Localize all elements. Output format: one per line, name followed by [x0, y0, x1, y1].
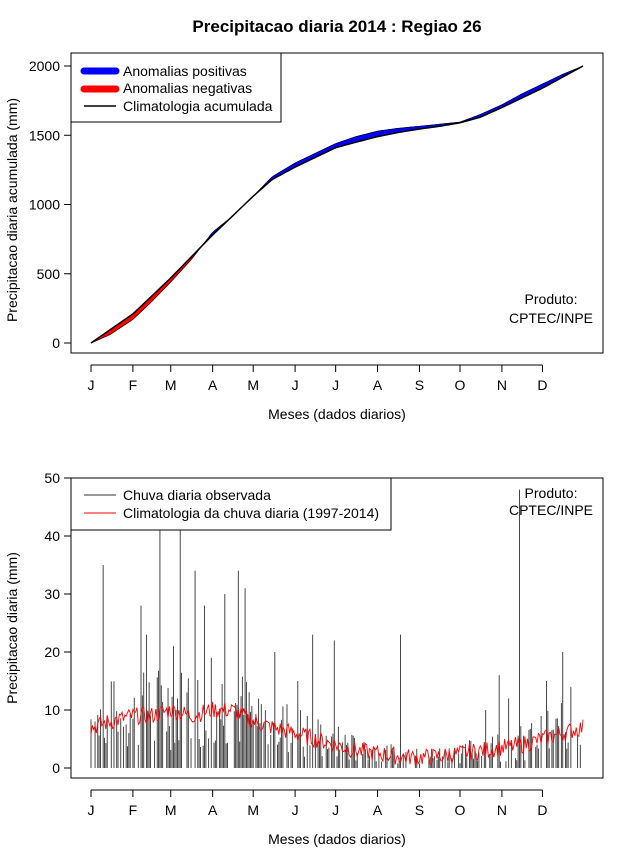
bottom-ylabel: Precipitacao diaria (mm): [4, 552, 20, 704]
top-x-tick-label: F: [129, 377, 138, 393]
top-y-axis: 0 500 1000 1500 2000: [29, 58, 72, 351]
bottom-y-tick-label: 10: [44, 702, 60, 718]
bottom-y-axis: 0 10 20 30 40 50: [44, 470, 72, 776]
top-x-tick-label: A: [373, 377, 383, 393]
bottom-marks: [90, 489, 584, 768]
climatology-daily-line: [90, 701, 584, 766]
top-xlabel: Meses (dados diarios): [268, 406, 406, 422]
bottom-legend: Chuva diaria observada Climatologia da c…: [70, 477, 392, 531]
top-credit-line1: Produto:: [525, 291, 578, 307]
bottom-x-tick-label: M: [247, 802, 259, 818]
legend-climatology-label: Climatologia acumulada: [123, 98, 273, 114]
chart-title: Precipitacao diaria 2014 : Regiao 26: [192, 17, 481, 36]
bottom-y-tick-label: 30: [44, 586, 60, 602]
top-x-tick-label: J: [332, 377, 339, 393]
bottom-x-tick-label: J: [332, 802, 339, 818]
top-y-tick-label: 500: [37, 266, 61, 282]
bottom-x-tick-label: A: [373, 802, 383, 818]
bottom-x-tick-label: F: [129, 802, 138, 818]
top-x-tick-label: M: [165, 377, 177, 393]
top-credit-line2: CPTEC/INPE: [509, 310, 593, 326]
bottom-x-tick-label: N: [497, 802, 507, 818]
top-x-tick-label: S: [415, 377, 424, 393]
top-x-tick-label: M: [247, 377, 259, 393]
climatology-cumulative-line: [90, 65, 584, 344]
top-x-tick-label: O: [455, 377, 466, 393]
bottom-legend-box: [70, 477, 392, 531]
top-x-tick-label: N: [497, 377, 507, 393]
top-x-tick-label: J: [88, 377, 95, 393]
top-legend: Anomalias positivas Anomalias negativas …: [70, 52, 282, 123]
observed-cumulative-line: [90, 65, 584, 344]
bottom-y-tick-label: 40: [44, 528, 60, 544]
top-panel: 0 500 1000 1500 2000 J F M A M J J A S O N D Meses (dad…: [4, 52, 604, 422]
bottom-credit-line2: CPTEC/INPE: [509, 502, 593, 518]
top-x-tick-label: D: [537, 377, 547, 393]
bottom-y-tick-label: 50: [44, 470, 60, 486]
legend-clim-daily-label: Climatologia da chuva diaria (1997-2014): [123, 505, 379, 521]
top-marks: [90, 65, 584, 344]
bottom-y-tick-label: 0: [52, 760, 60, 776]
top-y-tick-label: 2000: [29, 58, 60, 74]
bottom-x-tick-label: M: [165, 802, 177, 818]
bottom-x-tick-label: J: [88, 802, 95, 818]
bottom-y-tick-label: 20: [44, 644, 60, 660]
top-y-tick-label: 1500: [29, 127, 60, 143]
bottom-xlabel: Meses (dados diarios): [268, 831, 406, 847]
top-y-tick-label: 0: [52, 335, 60, 351]
bottom-x-tick-label: O: [455, 802, 466, 818]
bottom-x-tick-label: D: [537, 802, 547, 818]
top-y-tick-label: 1000: [29, 197, 60, 213]
legend-observed-label: Chuva diaria observada: [123, 487, 271, 503]
bottom-x-tick-label: S: [415, 802, 424, 818]
top-x-tick-label: J: [292, 377, 299, 393]
legend-negative-label: Anomalias negativas: [123, 80, 252, 96]
top-x-tick-label: A: [208, 377, 218, 393]
bottom-panel: 0 10 20 30 40 50 J F M A M J J A S O N D Meses (dados di…: [4, 470, 604, 847]
bottom-x-tick-label: J: [292, 802, 299, 818]
top-ylabel: Precipitacao diaria acumulada (mm): [4, 98, 20, 322]
bottom-x-tick-label: A: [208, 802, 218, 818]
legend-positive-label: Anomalias positivas: [123, 63, 247, 79]
bottom-credit-line1: Produto:: [525, 485, 578, 501]
